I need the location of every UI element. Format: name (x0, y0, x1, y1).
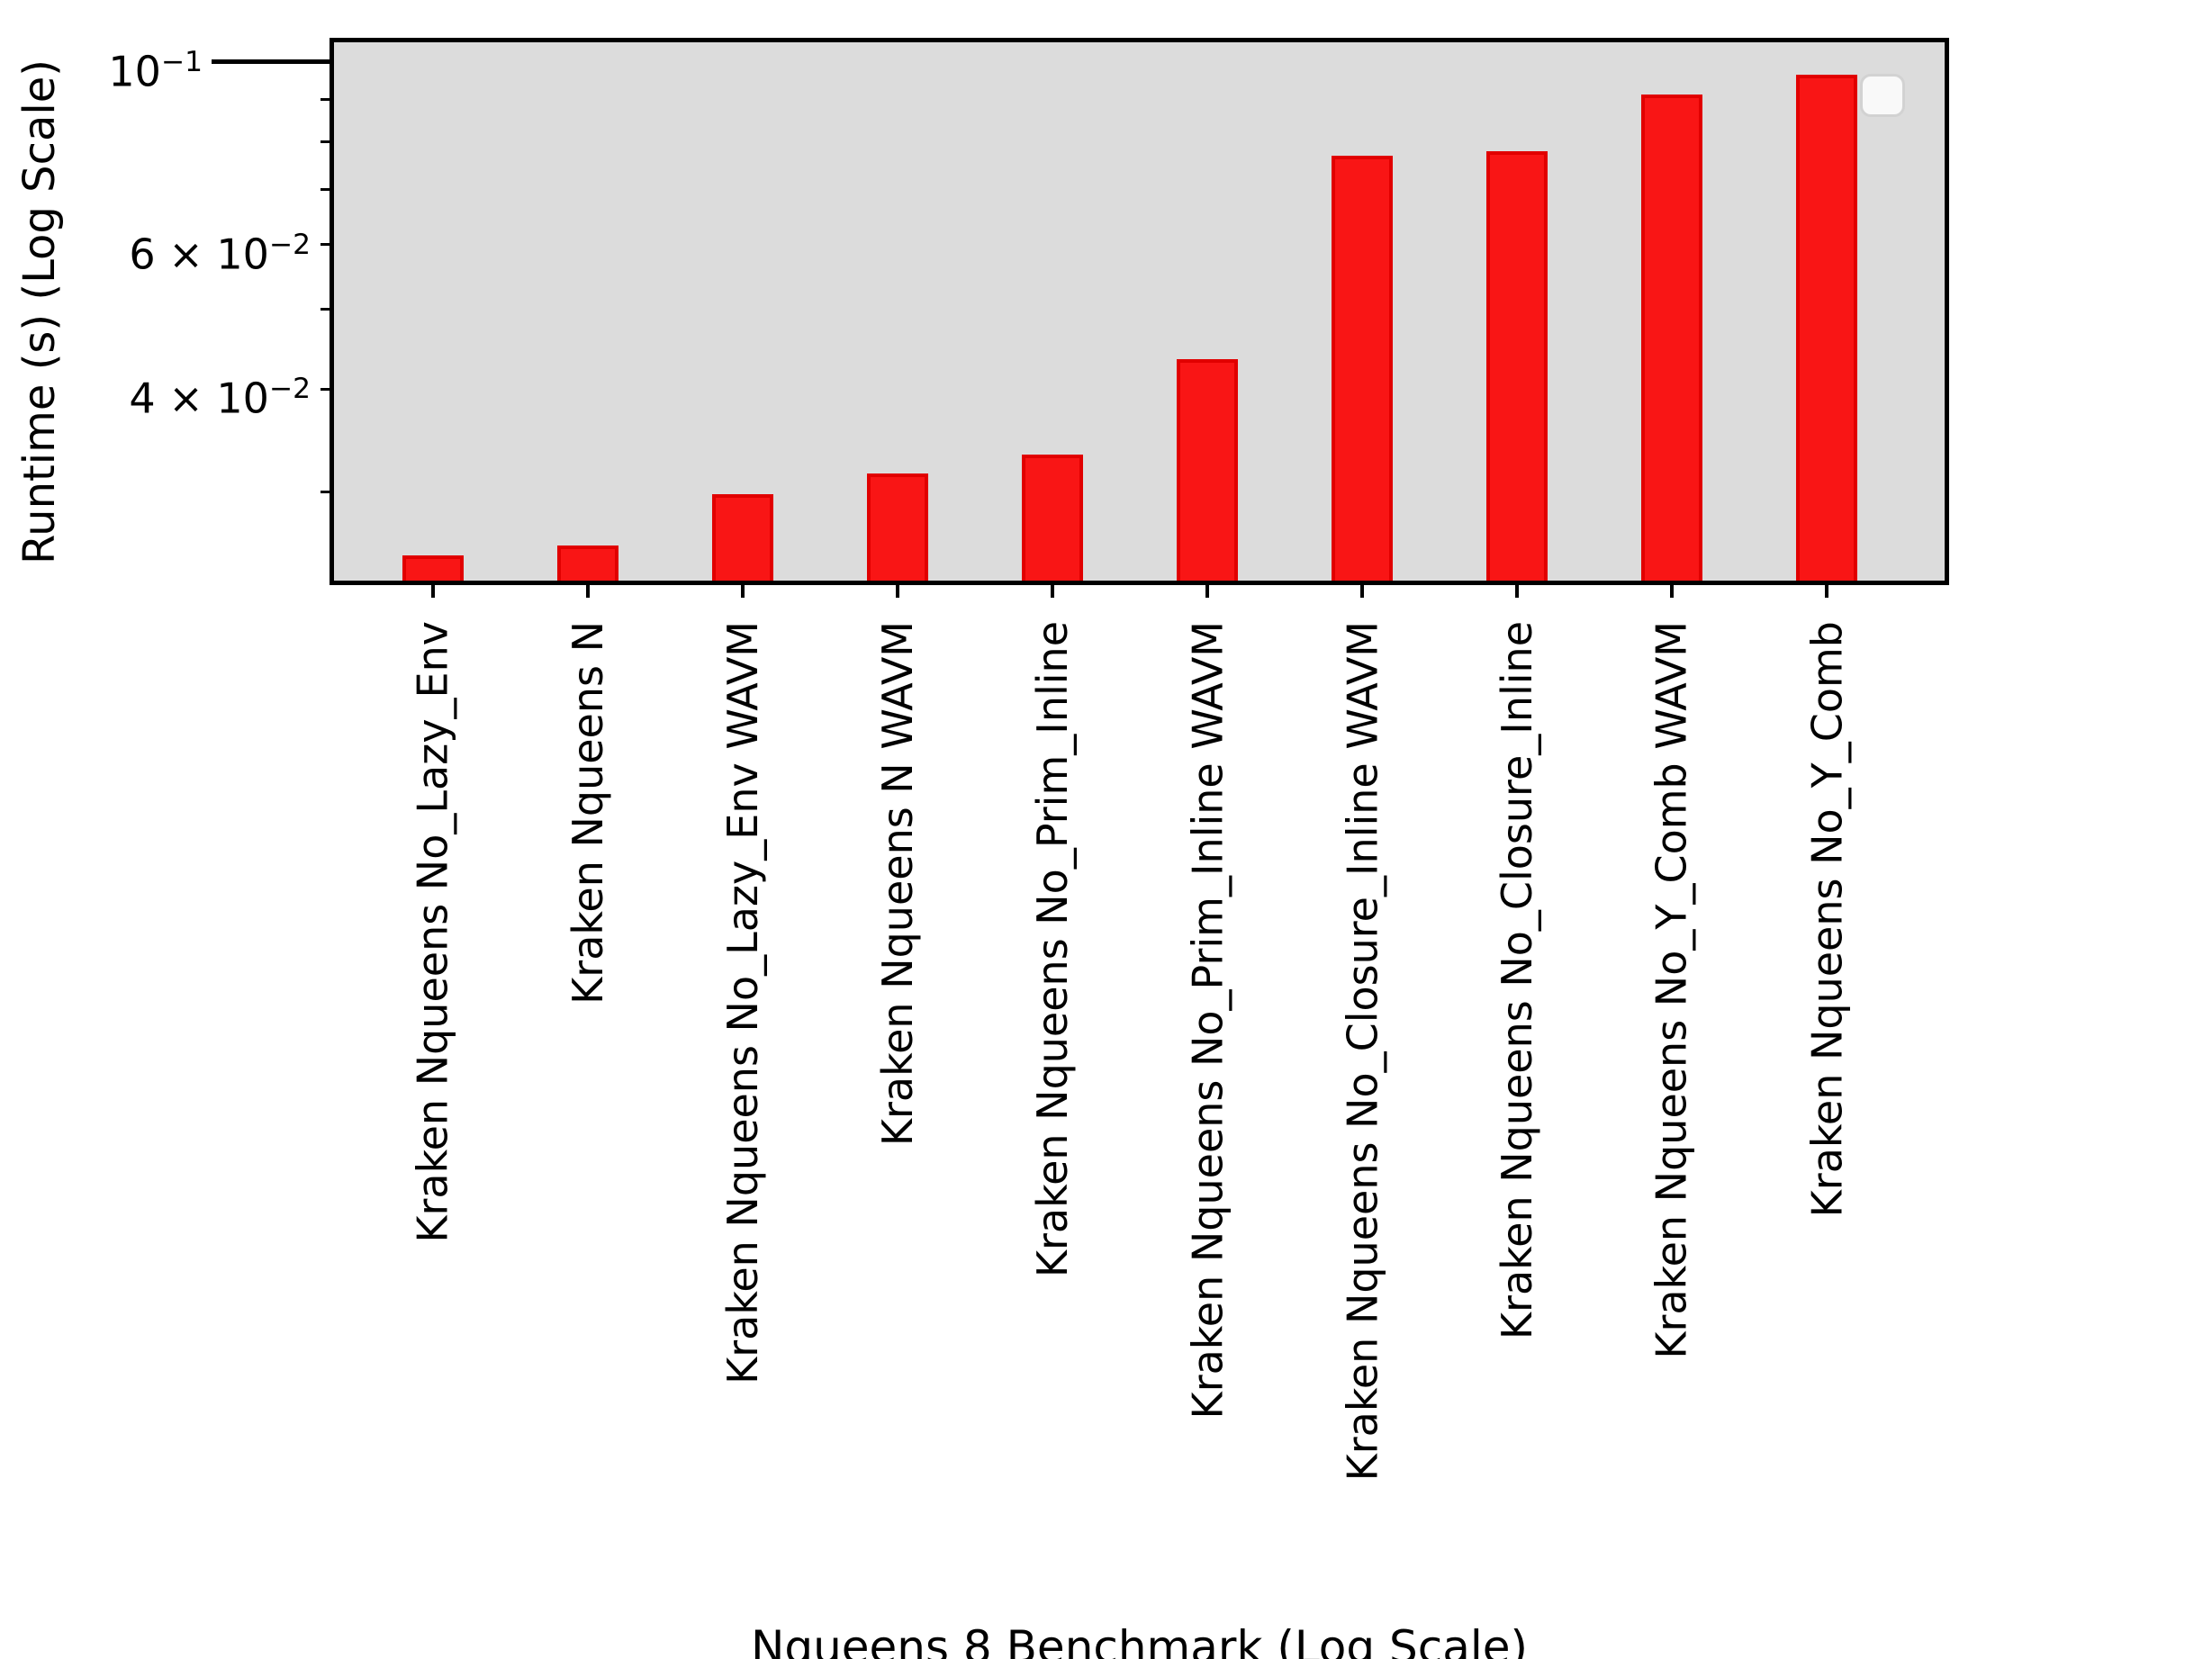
x-tick-label: Kraken Nqueens No_Lazy_Env WAVM (718, 621, 767, 1384)
x-tick-label: Kraken Nqueens N WAVM (873, 621, 922, 1147)
bar (712, 494, 773, 581)
bar (1022, 455, 1083, 581)
bar (1796, 75, 1857, 581)
x-tick (1670, 585, 1674, 598)
bar (1641, 95, 1702, 581)
y-tick-label: 10−1 (108, 45, 203, 96)
y-minor-tick (321, 187, 334, 191)
bar (1332, 155, 1393, 581)
x-axis-title: Nqueens 8 Benchmark (Log Scale) (750, 1621, 1529, 1659)
x-tick-label: Kraken Nqueens N (564, 621, 612, 1005)
bar (1486, 151, 1548, 581)
legend-box (1860, 74, 1905, 117)
x-tick-label: Kraken Nqueens No_Y_Comb (1802, 621, 1851, 1218)
bar (867, 473, 928, 581)
x-tick (1515, 585, 1519, 598)
bar (557, 545, 618, 581)
x-tick-label: Kraken Nqueens No_Closure_Inline WAVM (1338, 621, 1386, 1482)
y-minor-tick (321, 490, 334, 493)
x-tick (1051, 585, 1054, 598)
x-tick (1205, 585, 1209, 598)
y-minor-tick (321, 140, 334, 143)
y-minor-tick (321, 387, 334, 391)
x-tick (1360, 585, 1364, 598)
y-tick-label: 6 × 10−2 (129, 228, 311, 278)
x-tick-label: Kraken Nqueens No_Prim_Inline (1028, 621, 1077, 1278)
y-tick-label: 4 × 10−2 (129, 373, 311, 423)
bar (402, 555, 464, 581)
x-tick-label: Kraken Nqueens No_Y_Comb WAVM (1648, 621, 1696, 1359)
y-minor-tick (321, 308, 334, 311)
x-tick (896, 585, 899, 598)
y-minor-tick (321, 98, 334, 102)
y-minor-tick (321, 243, 334, 247)
x-tick (431, 585, 435, 598)
x-tick (1825, 585, 1828, 598)
x-tick-label: Kraken Nqueens No_Lazy_Env (409, 621, 457, 1243)
x-tick-label: Kraken Nqueens No_Prim_Inline WAVM (1183, 621, 1232, 1420)
bar (1177, 359, 1238, 581)
x-tick-label: Kraken Nqueens No_Closure_Inline (1493, 621, 1541, 1340)
x-tick (741, 585, 745, 598)
x-tick (586, 585, 590, 598)
y-axis-label: Runtime (s) (Log Scale) (14, 59, 65, 564)
plot-area (334, 42, 1945, 581)
y-major-tick (212, 59, 334, 65)
